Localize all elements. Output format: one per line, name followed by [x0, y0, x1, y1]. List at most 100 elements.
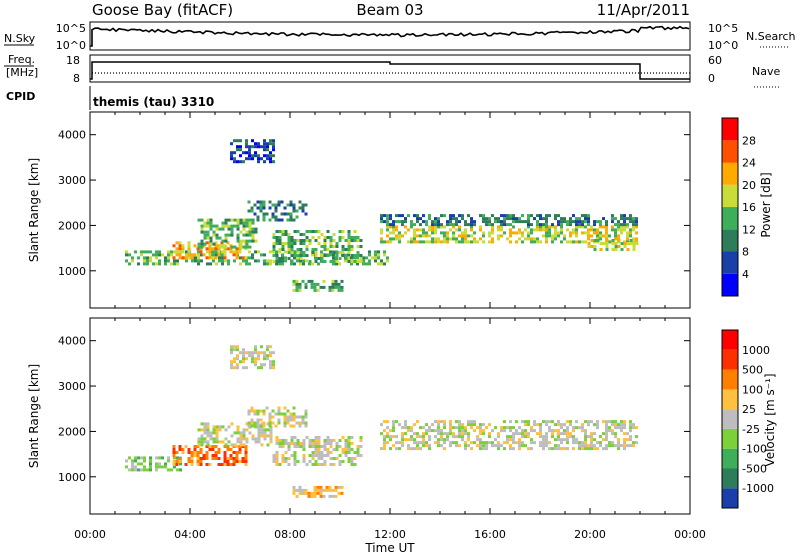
- data-cell: [458, 429, 461, 433]
- data-cell: [335, 442, 339, 445]
- data-cell: [266, 157, 269, 161]
- data-cell: [269, 428, 273, 432]
- data-cell: [332, 251, 336, 254]
- data-cell: [626, 248, 630, 251]
- data-cell: [245, 440, 249, 444]
- data-cell: [563, 237, 566, 241]
- data-cell: [242, 431, 246, 435]
- data-cell: [295, 421, 299, 425]
- data-cell: [344, 439, 348, 442]
- data-cell: [248, 154, 251, 158]
- colorbar-swatch: [722, 330, 738, 350]
- data-cell: [347, 442, 351, 445]
- data-cell: [458, 423, 461, 427]
- data-cell: [275, 436, 279, 439]
- data-cell: [536, 432, 539, 436]
- data-cell: [235, 460, 239, 463]
- data-cell: [268, 218, 272, 222]
- data-cell: [584, 225, 587, 229]
- data-cell: [626, 240, 629, 244]
- data-cell: [269, 437, 273, 441]
- data-cell: [221, 425, 225, 429]
- data-cell: [272, 233, 276, 236]
- data-cell: [527, 234, 530, 238]
- data-cell: [437, 237, 440, 241]
- data-cell: [347, 242, 351, 245]
- data-cell: [467, 423, 470, 427]
- data-cell: [434, 231, 437, 235]
- data-cell: [545, 441, 548, 445]
- data-cell: [341, 254, 345, 257]
- data-cell: [599, 441, 602, 445]
- data-cell: [584, 231, 587, 235]
- data-cell: [386, 256, 389, 260]
- data-cell: [383, 435, 386, 439]
- data-cell: [335, 256, 338, 260]
- data-cell: [206, 218, 210, 222]
- data-cell: [226, 247, 230, 251]
- data-cell: [206, 224, 210, 228]
- cpid-value: themis (tau) 3310: [93, 95, 214, 109]
- data-cell: [200, 253, 203, 257]
- data-cell: [236, 239, 240, 243]
- data-cell: [274, 215, 278, 219]
- data-cell: [223, 247, 227, 251]
- data-cell: [455, 426, 458, 430]
- data-cell: [389, 214, 392, 218]
- data-cell: [386, 435, 389, 439]
- data-cell: [251, 354, 254, 358]
- data-cell: [515, 429, 518, 433]
- data-cell: [329, 250, 332, 254]
- data-cell: [283, 424, 287, 428]
- colorbar-swatch: [722, 118, 738, 141]
- data-cell: [389, 225, 392, 229]
- data-cell: [155, 256, 158, 260]
- data-cell: [278, 260, 282, 263]
- data-cell: [611, 432, 614, 436]
- data-cell: [199, 460, 203, 463]
- data-cell: [455, 444, 458, 448]
- data-cell: [620, 231, 623, 235]
- data-cell: [623, 240, 626, 244]
- data-cell: [518, 441, 521, 445]
- data-cell: [371, 256, 374, 260]
- data-cell: [275, 451, 279, 454]
- data-cell: [208, 253, 212, 257]
- data-cell: [599, 220, 602, 224]
- data-cell: [323, 445, 327, 448]
- data-cell: [332, 457, 336, 460]
- data-cell: [212, 428, 216, 432]
- data-cell: [263, 431, 267, 435]
- data-cell: [446, 432, 449, 436]
- data-cell: [239, 242, 243, 246]
- data-cell: [347, 251, 351, 254]
- data-cell: [245, 239, 249, 243]
- data-cell: [614, 423, 617, 427]
- data-cell: [575, 217, 578, 221]
- data-cell: [398, 441, 401, 445]
- colorbar-swatch: [722, 409, 738, 429]
- data-cell: [283, 212, 287, 216]
- data-cell: [503, 223, 506, 227]
- nsearch-tick-top: 10^5: [708, 22, 738, 35]
- data-cell: [293, 460, 297, 463]
- data-cell: [368, 250, 371, 254]
- data-cell: [221, 224, 225, 228]
- data-cell: [266, 148, 269, 152]
- data-cell: [257, 437, 261, 441]
- data-cell: [596, 447, 599, 451]
- data-cell: [323, 254, 327, 257]
- data-cell: [437, 438, 440, 442]
- data-cell: [572, 438, 575, 442]
- data-cell: [167, 250, 170, 254]
- data-cell: [605, 228, 608, 232]
- data-cell: [193, 244, 197, 248]
- data-cell: [422, 444, 425, 448]
- data-cell: [473, 420, 476, 424]
- data-cell: [331, 285, 335, 289]
- data-cell: [356, 451, 360, 454]
- data-cell: [245, 428, 249, 432]
- data-cell: [617, 423, 620, 427]
- data-cell: [275, 463, 279, 466]
- data-cell: [221, 440, 225, 444]
